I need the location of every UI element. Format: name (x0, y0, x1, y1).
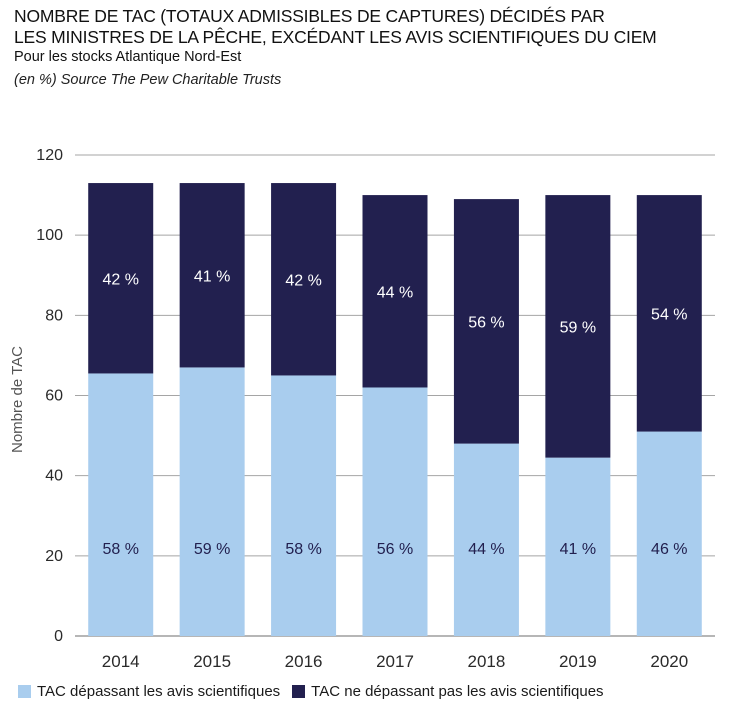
bar-segment-not-exceeding (179, 183, 245, 368)
x-tick-label: 2018 (468, 652, 506, 671)
axes: 0 20 40 60 80 100 120 Nombre de TAC 2014 2015 2016… (9, 147, 688, 671)
x-tick-label: 2015 (193, 652, 231, 671)
chart-title-line-1: NOMBRE DE TAC (TOTAUX ADMISSIBLES DE CAP… (14, 6, 605, 26)
bar-segment-not-exceeding (453, 199, 519, 444)
y-tick-label: 40 (45, 468, 63, 485)
x-tick-label: 2014 (102, 652, 140, 671)
y-tick-label: 0 (54, 628, 63, 645)
bar-data-label: 56 % (468, 314, 504, 331)
y-tick-label: 20 (45, 548, 63, 565)
bar-data-label: 59 % (560, 319, 596, 336)
bar-data-label: 46 % (651, 541, 687, 558)
legend-swatch-not-exceeding (292, 685, 306, 698)
bar-segment-exceeding (88, 373, 154, 636)
y-axis-title: Nombre de TAC (9, 346, 26, 453)
bar-data-label: 59 % (194, 541, 230, 558)
legend: TAC dépassant les avis scientifiques TAC… (18, 683, 616, 700)
chart-subtitle: Pour les stocks Atlantique Nord-Est (14, 49, 242, 65)
x-tick-label: 2019 (559, 652, 597, 671)
bar-segment-not-exceeding (545, 195, 611, 458)
bars (88, 183, 702, 636)
y-tick-label: 80 (45, 307, 63, 324)
bar-segment-exceeding (453, 443, 519, 636)
chart-source-note: (en %) Source The Pew Charitable Trusts (14, 72, 282, 88)
bar-segment-exceeding (545, 457, 611, 636)
bar-labels: 58 % 42 % 59 % 41 % 58 % 42 % 56 % 44 % 44 % 56 %… (102, 268, 687, 558)
x-tick-label: 2020 (650, 652, 688, 671)
bar-segment-not-exceeding (88, 183, 154, 374)
bar-data-label: 41 % (194, 268, 230, 285)
bar-segment-exceeding (271, 375, 337, 636)
legend-item-not-exceeding: TAC ne dépassant pas les avis scientifiq… (292, 683, 604, 700)
y-tick-label: 100 (36, 227, 63, 244)
x-tick-label: 2016 (285, 652, 323, 671)
bar-segment-exceeding (179, 367, 245, 636)
legend-label-exceeding: TAC dépassant les avis scientifiques (37, 683, 281, 700)
bar-data-label: 42 % (285, 272, 321, 289)
bar-segment-not-exceeding (636, 195, 702, 432)
chart-title-line-2: LES MINISTRES DE LA PÊCHE, EXCÉDANT LES … (14, 27, 657, 47)
bar-segment-not-exceeding (362, 195, 428, 388)
bar-data-label: 54 % (651, 306, 687, 323)
bar-data-label: 58 % (102, 541, 138, 558)
bar-segment-exceeding (636, 431, 702, 636)
legend-item-exceeding: TAC dépassant les avis scientifiques (18, 683, 280, 700)
bar-data-label: 42 % (102, 271, 138, 288)
bar-segment-not-exceeding (271, 183, 337, 376)
y-tick-label: 120 (36, 147, 63, 164)
bar-data-label: 58 % (285, 541, 321, 558)
legend-swatch-exceeding (18, 685, 31, 698)
bar-data-label: 44 % (468, 541, 504, 558)
bar-data-label: 41 % (560, 541, 596, 558)
y-tick-label: 60 (45, 388, 63, 405)
bar-data-label: 44 % (377, 284, 413, 301)
x-tick-label: 2017 (376, 652, 414, 671)
bar-segment-exceeding (362, 387, 428, 636)
bar-data-label: 56 % (377, 541, 413, 558)
legend-label-not-exceeding: TAC ne dépassant pas les avis scientifiq… (311, 683, 604, 700)
chart-header: NOMBRE DE TAC (TOTAUX ADMISSIBLES DE CAP… (14, 6, 729, 90)
